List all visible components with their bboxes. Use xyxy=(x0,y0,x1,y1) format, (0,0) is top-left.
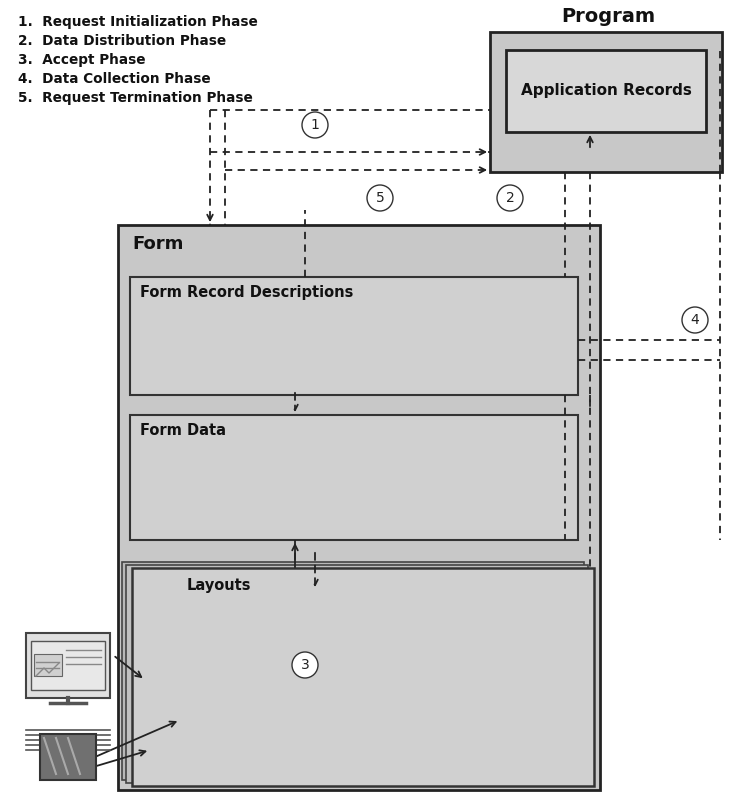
Text: 2: 2 xyxy=(506,191,514,205)
Text: 1.  Request Initialization Phase: 1. Request Initialization Phase xyxy=(18,15,258,29)
Bar xyxy=(34,654,62,676)
Bar xyxy=(31,641,105,690)
Circle shape xyxy=(367,185,393,211)
Text: Layouts: Layouts xyxy=(187,578,252,593)
Text: 4: 4 xyxy=(691,313,699,327)
Bar xyxy=(130,415,578,540)
Text: Form: Form xyxy=(132,235,184,253)
Text: Form Data: Form Data xyxy=(140,423,226,438)
Bar xyxy=(26,633,110,698)
Text: 3.  Accept Phase: 3. Accept Phase xyxy=(18,53,145,67)
Text: 5.  Request Termination Phase: 5. Request Termination Phase xyxy=(18,91,253,105)
Bar xyxy=(130,277,578,395)
Bar xyxy=(132,568,594,786)
Bar xyxy=(490,32,722,172)
Text: Form Record Descriptions: Form Record Descriptions xyxy=(140,285,353,300)
Text: 2.  Data Distribution Phase: 2. Data Distribution Phase xyxy=(18,34,226,48)
Bar xyxy=(506,50,706,132)
Bar xyxy=(40,734,96,780)
Text: 3: 3 xyxy=(301,658,309,672)
Text: Application Records: Application Records xyxy=(521,83,692,99)
Bar xyxy=(122,562,584,780)
Circle shape xyxy=(682,307,708,333)
Circle shape xyxy=(302,112,328,138)
Bar xyxy=(118,225,600,790)
Circle shape xyxy=(292,652,318,678)
Text: 4.  Data Collection Phase: 4. Data Collection Phase xyxy=(18,72,211,86)
Circle shape xyxy=(497,185,523,211)
Text: Program: Program xyxy=(561,7,655,26)
Text: 1: 1 xyxy=(311,118,320,132)
Bar xyxy=(126,565,588,783)
Text: 5: 5 xyxy=(376,191,384,205)
